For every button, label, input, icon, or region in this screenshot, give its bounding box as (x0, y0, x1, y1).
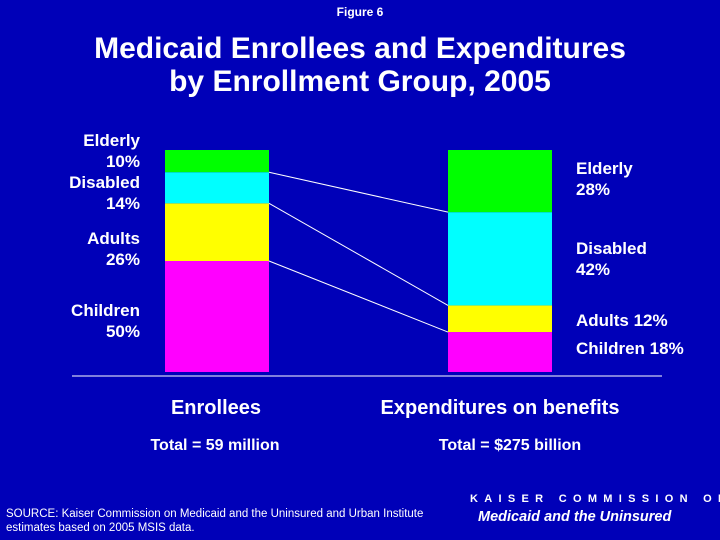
source-note: SOURCE: Kaiser Commission on Medicaid an… (6, 508, 424, 534)
bar-segment-adults-expenditures (448, 305, 552, 333)
figure-label: Figure 6 (336, 5, 384, 19)
bar-segment-elderly-enrollees (165, 150, 269, 173)
connector-line-adults (268, 202, 449, 306)
left-label-adults-name: Adults (87, 229, 140, 248)
right-label-disabled-value: 42% (576, 260, 611, 279)
left-label-elderly: Elderly 10% (0, 130, 140, 172)
right-label-elderly-value: 28% (576, 180, 611, 199)
logo-medicaid-uninsured: Medicaid and the Uninsured (478, 509, 672, 525)
total-expenditures: Total = $275 billion (438, 437, 582, 454)
left-label-children-value: 50% (105, 322, 140, 341)
connector-line-disabled (268, 171, 449, 213)
bar-segment-children-expenditures (448, 332, 552, 372)
left-label-disabled: Disabled 14% (0, 172, 140, 214)
logo-kaiser-commission: KAISER COMMISSION ON (470, 493, 720, 505)
left-label-elderly-value: 10% (105, 152, 140, 171)
right-label-disabled: Disabled 42% (576, 238, 716, 280)
category-label-enrollees: Enrollees (170, 397, 262, 419)
right-label-elderly: Elderly 28% (576, 158, 716, 200)
left-label-disabled-name: Disabled (69, 173, 140, 192)
chart-title: Medicaid Enrollees and Expenditures by E… (0, 32, 720, 98)
right-label-disabled-name: Disabled (576, 239, 647, 258)
left-label-children: Children 50% (0, 300, 140, 342)
bar-segment-disabled-enrollees (165, 172, 269, 204)
bar-segment-children-enrollees (165, 261, 269, 372)
right-label-adults: Adults 12% (576, 311, 668, 330)
bar-segment-disabled-expenditures (448, 212, 552, 306)
right-label-children: Children 18% (576, 339, 684, 358)
left-label-disabled-value: 14% (105, 194, 140, 213)
left-label-children-name: Children (71, 301, 140, 320)
left-label-adults-value: 26% (105, 250, 140, 269)
category-label-expenditures: Expenditures on benefits (380, 397, 620, 419)
bar-segment-adults-enrollees (165, 203, 269, 261)
connector-line-children (268, 260, 449, 333)
bar-segment-elderly-expenditures (448, 150, 552, 213)
title-line-1: Medicaid Enrollees and Expenditures (94, 32, 626, 65)
left-label-elderly-name: Elderly (83, 131, 140, 150)
right-label-elderly-name: Elderly (576, 159, 633, 178)
title-line-2: by Enrollment Group, 2005 (169, 65, 551, 98)
left-label-adults: Adults 26% (0, 228, 140, 270)
total-enrollees: Total = 59 million (150, 437, 280, 454)
